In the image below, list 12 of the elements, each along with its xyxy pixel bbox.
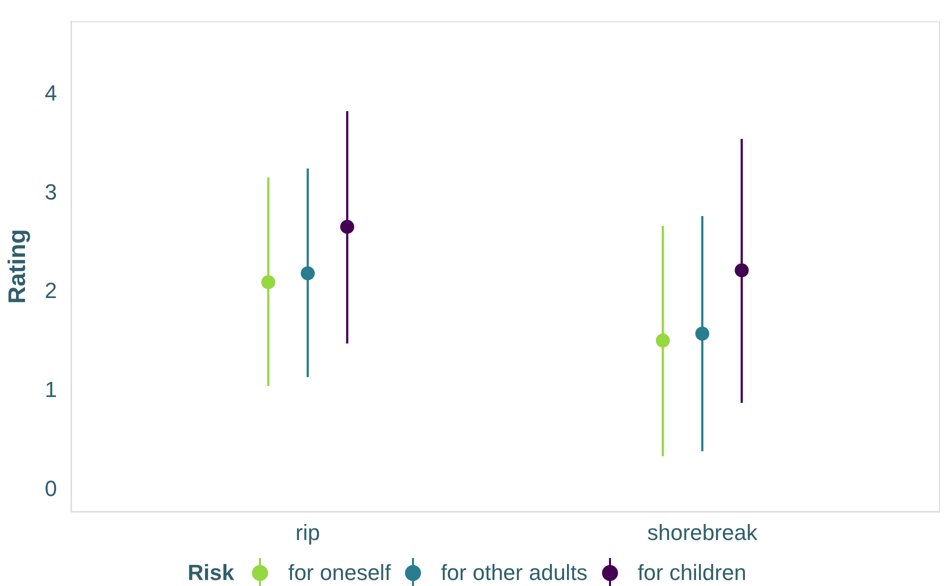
legend-label: for oneself bbox=[288, 560, 391, 586]
y-tick-label: 3 bbox=[44, 179, 58, 204]
legend-label: for other adults bbox=[440, 560, 588, 586]
x-tick-label: rip bbox=[296, 520, 320, 545]
y-tick-label: 4 bbox=[44, 80, 58, 106]
legend-label: for children bbox=[638, 560, 746, 586]
x-tick-label: shorebreak bbox=[647, 520, 758, 545]
legend-title: Risk bbox=[188, 560, 234, 586]
y-tick-label: 1 bbox=[44, 377, 58, 402]
y-tick-label: 2 bbox=[44, 278, 58, 304]
y-axis-title: Rating bbox=[4, 229, 32, 304]
y-tick-label: 0 bbox=[44, 476, 58, 501]
